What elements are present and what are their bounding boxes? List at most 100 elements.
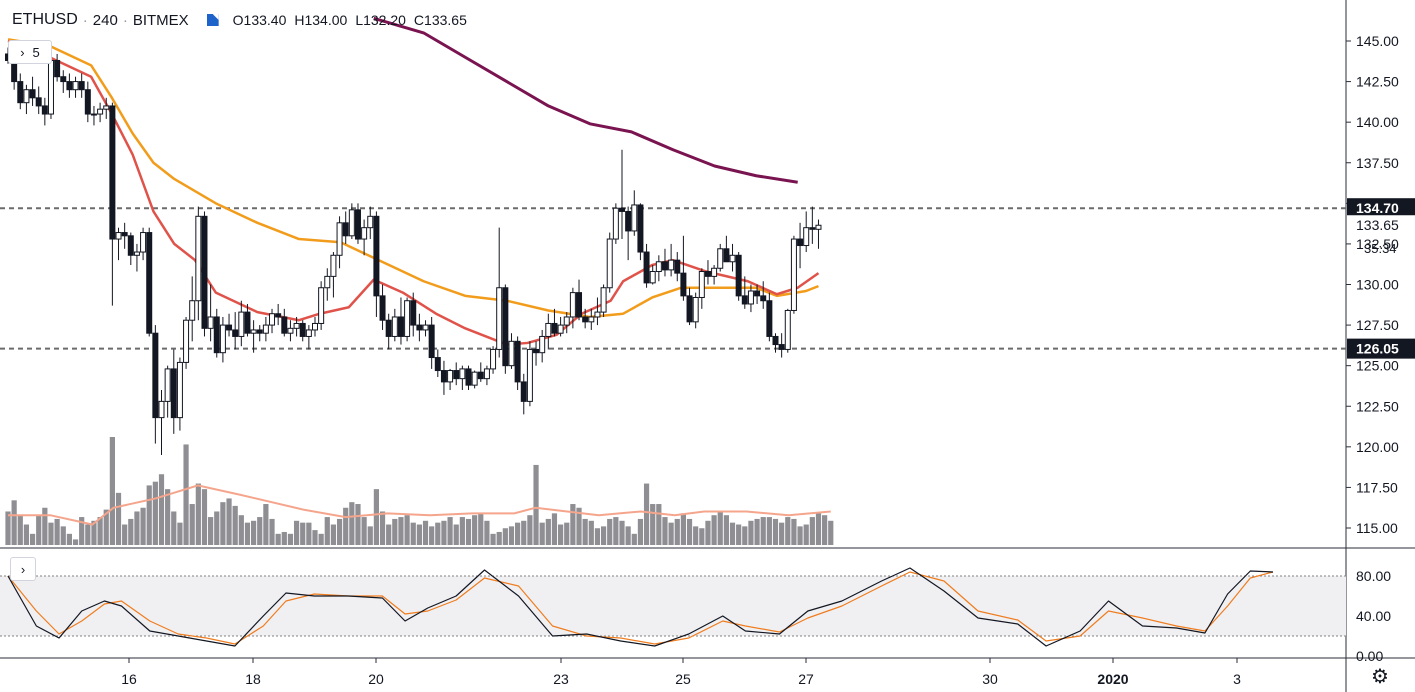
candle[interactable] <box>440 360 447 395</box>
candle[interactable] <box>514 336 521 391</box>
candle[interactable] <box>41 97 48 126</box>
candle[interactable] <box>213 308 220 358</box>
candle[interactable] <box>29 76 36 106</box>
candle[interactable] <box>176 357 183 431</box>
settings-button[interactable]: ⚙ <box>1368 664 1392 688</box>
candle[interactable] <box>361 219 368 256</box>
symbol-header[interactable]: ETHUSD · 240 · BITMEX O133.40 H134.00 L1… <box>12 10 475 30</box>
candle[interactable] <box>348 203 355 240</box>
candle[interactable] <box>275 303 282 326</box>
candle[interactable] <box>809 206 816 244</box>
candle[interactable] <box>262 316 269 342</box>
candle[interactable] <box>698 268 705 309</box>
candle[interactable] <box>269 308 276 334</box>
candle[interactable] <box>815 219 822 249</box>
candle[interactable] <box>760 281 767 309</box>
indicators-toggle-button[interactable]: › 5 <box>8 40 52 64</box>
candle[interactable] <box>747 284 754 313</box>
candle[interactable] <box>232 312 239 350</box>
candle[interactable] <box>754 284 761 304</box>
candle[interactable] <box>582 308 589 329</box>
candle[interactable] <box>238 300 245 347</box>
candle[interactable] <box>115 227 122 261</box>
candle[interactable] <box>281 308 288 337</box>
oscillator-toggle-button[interactable]: › <box>10 557 36 581</box>
symbol-name[interactable]: ETHUSD <box>12 11 78 28</box>
candle[interactable] <box>563 312 570 334</box>
candle[interactable] <box>164 365 171 418</box>
candle[interactable] <box>127 232 134 266</box>
candle[interactable] <box>520 373 527 415</box>
interval-label[interactable]: 240 <box>92 11 118 29</box>
candle[interactable] <box>686 287 693 326</box>
candle[interactable] <box>539 329 546 363</box>
candle[interactable] <box>189 276 196 342</box>
candle[interactable] <box>293 316 300 337</box>
candle[interactable] <box>54 53 61 82</box>
candle[interactable] <box>428 316 435 369</box>
candle[interactable] <box>305 325 312 350</box>
candle[interactable] <box>47 57 54 119</box>
candle[interactable] <box>318 281 325 330</box>
candle[interactable] <box>459 365 466 391</box>
candle[interactable] <box>367 206 374 240</box>
candle[interactable] <box>422 320 429 337</box>
candle[interactable] <box>84 81 91 123</box>
candle[interactable] <box>410 292 417 337</box>
candle[interactable] <box>354 203 361 244</box>
candle[interactable] <box>790 235 797 314</box>
candle[interactable] <box>661 248 668 277</box>
candle[interactable] <box>723 235 730 263</box>
candle[interactable] <box>680 235 687 301</box>
candle[interactable] <box>692 292 699 329</box>
candle[interactable] <box>158 390 165 455</box>
candle[interactable] <box>772 333 779 353</box>
candle[interactable] <box>78 73 85 98</box>
candle[interactable] <box>735 252 742 301</box>
time-axis[interactable]: 16 18 20 23 25 27 30 2020 3 <box>121 658 1241 687</box>
oscillator-pane[interactable] <box>0 567 1346 647</box>
candle[interactable] <box>103 97 110 119</box>
candle[interactable] <box>336 216 343 269</box>
candle[interactable] <box>508 333 515 369</box>
candle[interactable] <box>373 211 380 317</box>
candle[interactable] <box>397 297 404 345</box>
candle[interactable] <box>631 190 638 236</box>
candle[interactable] <box>90 105 97 126</box>
candles[interactable] <box>5 47 822 455</box>
candle[interactable] <box>250 320 257 353</box>
candle[interactable] <box>404 297 411 342</box>
candle[interactable] <box>23 84 30 115</box>
candle[interactable] <box>330 252 337 298</box>
candle[interactable] <box>201 211 208 337</box>
candle[interactable] <box>711 265 718 285</box>
candle[interactable] <box>416 313 423 342</box>
candle[interactable] <box>637 203 644 261</box>
candle[interactable] <box>324 268 331 301</box>
candle[interactable] <box>625 206 632 261</box>
candle[interactable] <box>729 243 736 272</box>
candle[interactable] <box>471 370 478 389</box>
candle[interactable] <box>447 368 454 391</box>
candle[interactable] <box>526 341 533 407</box>
candle[interactable] <box>778 333 785 358</box>
candle[interactable] <box>109 102 116 306</box>
candle[interactable] <box>152 325 159 444</box>
candle[interactable] <box>66 73 73 98</box>
candle[interactable] <box>576 279 583 321</box>
candle[interactable] <box>477 362 484 382</box>
candle[interactable] <box>385 313 392 350</box>
candle[interactable] <box>606 232 613 293</box>
candle[interactable] <box>803 211 810 253</box>
candle[interactable] <box>502 284 509 374</box>
candle[interactable] <box>668 243 675 277</box>
candle[interactable] <box>170 349 177 434</box>
candle[interactable] <box>797 222 804 269</box>
candle[interactable] <box>434 349 441 378</box>
candle[interactable] <box>226 313 233 337</box>
candle[interactable] <box>121 222 128 249</box>
candle[interactable] <box>619 149 625 240</box>
candle[interactable] <box>594 297 601 326</box>
candle[interactable] <box>600 284 607 317</box>
